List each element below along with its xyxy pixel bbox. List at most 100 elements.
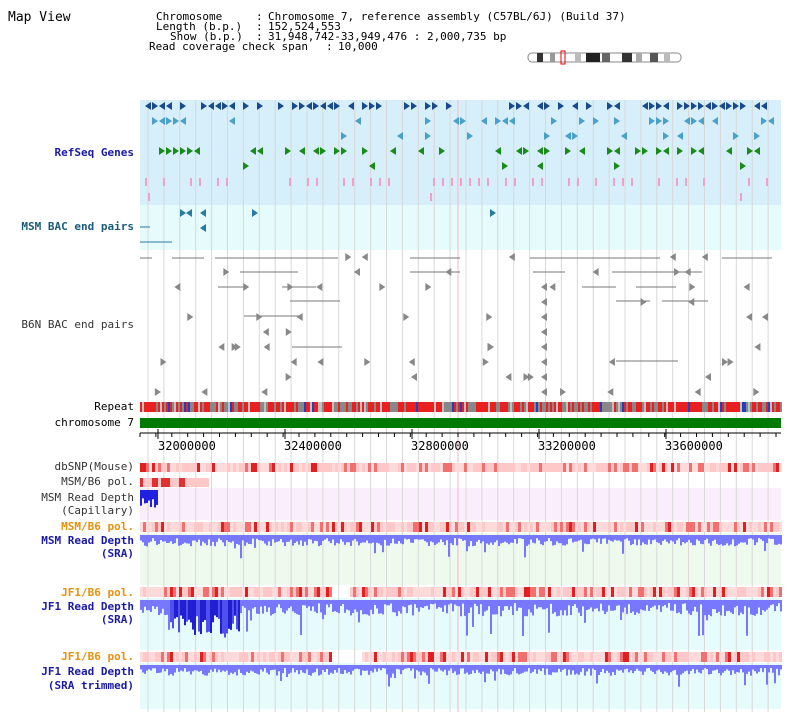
msm-sra-depth-bar xyxy=(450,535,452,544)
repeat-segment xyxy=(748,402,750,412)
msm-sra-depth-bar xyxy=(364,535,366,543)
jf1-b6-pol-heat-1 xyxy=(449,587,452,597)
b6n-bac-end xyxy=(243,283,250,291)
msm-depth-sra-sub: (SRA) xyxy=(100,547,134,560)
jf1-depth-sra-label[interactable]: JF1 Read Depth xyxy=(41,600,134,613)
jf1-trim-depth-bar xyxy=(660,665,662,673)
msm-sra-depth-bar xyxy=(626,535,628,539)
jf1-b6-pol-heat-2 xyxy=(449,652,452,662)
dbsnp-heat xyxy=(710,463,713,472)
dbsnp-heat xyxy=(398,463,401,472)
jf1-b6-pol-heat-2 xyxy=(200,652,203,662)
msm-depth-capillary-label[interactable]: MSM Read Depth xyxy=(41,491,134,504)
refseq-genes-label[interactable]: RefSeq Genes xyxy=(54,146,134,159)
jf1-trim-depth-bar xyxy=(146,665,148,671)
msm-depth-sra-label[interactable]: MSM Read Depth xyxy=(41,534,134,547)
jf1-sra-depth-bar xyxy=(492,600,494,615)
b6n-bac-label[interactable]: B6N BAC end pairs xyxy=(21,318,134,331)
jf1-b6-pol-label-2[interactable]: JF1/B6 pol. xyxy=(61,650,134,663)
msm-b6-pol-heat-2 xyxy=(221,522,224,532)
dbsnp-heat xyxy=(455,463,458,472)
msm-sra-depth-bar xyxy=(676,535,678,541)
jf1-b6-pol-heat-2 xyxy=(521,652,524,662)
repeat-segment xyxy=(188,402,190,412)
msm-sra-depth-bar xyxy=(706,535,708,539)
msm-b6-pol-label-1[interactable]: MSM/B6 pol. xyxy=(61,475,134,488)
jf1-trim-depth-bar xyxy=(358,665,360,670)
jf1-depth-trim-label[interactable]: JF1 Read Depth xyxy=(41,665,134,678)
jf1-sra-depth-bar xyxy=(320,600,322,613)
jf1-b6-pol-heat-2 xyxy=(188,652,191,662)
repeat-segment xyxy=(342,402,344,412)
jf1-b6-pol-heat-1 xyxy=(677,587,680,597)
jf1-b6-pol-heat-2 xyxy=(170,652,173,662)
msm-sra-depth-bar xyxy=(590,535,592,540)
jf1-b6-pol-heat-2 xyxy=(605,652,608,662)
msm-b6-pol-label-2[interactable]: MSM/B6 pol. xyxy=(61,520,134,533)
jf1-b6-pol-heat-2 xyxy=(194,652,197,662)
dbsnp-heat xyxy=(569,463,572,472)
repeat-segment xyxy=(442,402,444,412)
jf1-trim-depth-bar xyxy=(692,665,694,669)
jf1-trim-depth-bar xyxy=(706,665,708,670)
jf1-sra-depth-bar xyxy=(326,600,328,605)
dbsnp-label[interactable]: dbSNP(Mouse) xyxy=(54,460,134,473)
jf1-b6-pol-heat-1 xyxy=(212,587,215,597)
show-colon: : xyxy=(256,30,263,43)
jf1-trim-depth-bar xyxy=(728,665,730,671)
msm-b6-pol-heat-2 xyxy=(353,522,356,532)
msm-capillary-depth-bar xyxy=(152,490,154,500)
jf1-b6-pol-heat-2 xyxy=(656,652,659,662)
jf1-b6-pol-heat-2 xyxy=(176,652,179,662)
msm-b6-pol-heat-2 xyxy=(665,522,668,532)
jf1-sra-depth-bar xyxy=(548,600,550,633)
jf1-trim-depth-bar xyxy=(454,665,456,672)
jf1-trim-depth-bar xyxy=(636,665,638,669)
repeat-segment xyxy=(408,402,410,412)
gene-glyph xyxy=(313,102,319,110)
dbsnp-heat xyxy=(740,463,743,472)
jf1-b6-pol-heat-2 xyxy=(734,652,737,662)
jf1-trim-depth-bar xyxy=(338,665,340,669)
ideogram-band xyxy=(550,53,555,62)
repeat-segment xyxy=(768,402,770,412)
jf1-b6-pol-heat-2 xyxy=(710,652,713,662)
jf1-sra-depth-bar xyxy=(524,600,526,617)
msm-b6-pol-heat-2 xyxy=(446,522,449,532)
msm-sra-depth-bar xyxy=(638,535,640,540)
gene-tick xyxy=(740,193,742,201)
jf1-trim-depth-bar xyxy=(314,665,316,673)
jf1-b6-pol-heat-1 xyxy=(266,587,269,597)
jf1-trim-depth-bar xyxy=(380,665,382,671)
gene-glyph xyxy=(565,132,571,140)
jf1-sra-depth-bar xyxy=(154,600,156,609)
gene-glyph xyxy=(404,102,410,110)
repeat-segment xyxy=(684,402,686,412)
jf1-b6-pol-heat-2 xyxy=(407,652,410,662)
msm-b6-pol-heat-2 xyxy=(440,522,443,532)
jf1-trim-depth-bar xyxy=(150,665,152,671)
jf1-sra-depth-bar xyxy=(466,600,468,636)
jf1-sra-depth-bar xyxy=(158,600,160,616)
msm-sra-depth-bar xyxy=(358,535,360,546)
jf1-sra-depth-bar xyxy=(332,600,334,612)
repeat-segment xyxy=(294,402,296,412)
jf1-sra-depth-bar xyxy=(398,600,400,612)
jf1-b6-pol-heat-2 xyxy=(221,652,224,662)
repeat-segment xyxy=(198,402,200,412)
jf1-b6-pol-label-1[interactable]: JF1/B6 pol. xyxy=(61,586,134,599)
msm-b6-pol-heat-1 xyxy=(155,478,158,487)
msm-bac-label[interactable]: MSM BAC end pairs xyxy=(21,220,134,233)
jf1-b6-pol-heat-1 xyxy=(269,587,272,597)
gene-glyph xyxy=(481,117,487,125)
repeat-segment xyxy=(178,402,180,412)
repeat-segment xyxy=(682,402,684,412)
msm-sra-depth-bar xyxy=(764,535,766,552)
gene-glyph xyxy=(663,102,669,110)
jf1-sra-depth-bar xyxy=(518,600,520,608)
gene-glyph xyxy=(523,147,529,155)
jf1-b6-pol-heat-1 xyxy=(191,587,194,597)
msm-sra-depth-bar xyxy=(396,535,398,544)
gene-glyph xyxy=(166,117,172,125)
